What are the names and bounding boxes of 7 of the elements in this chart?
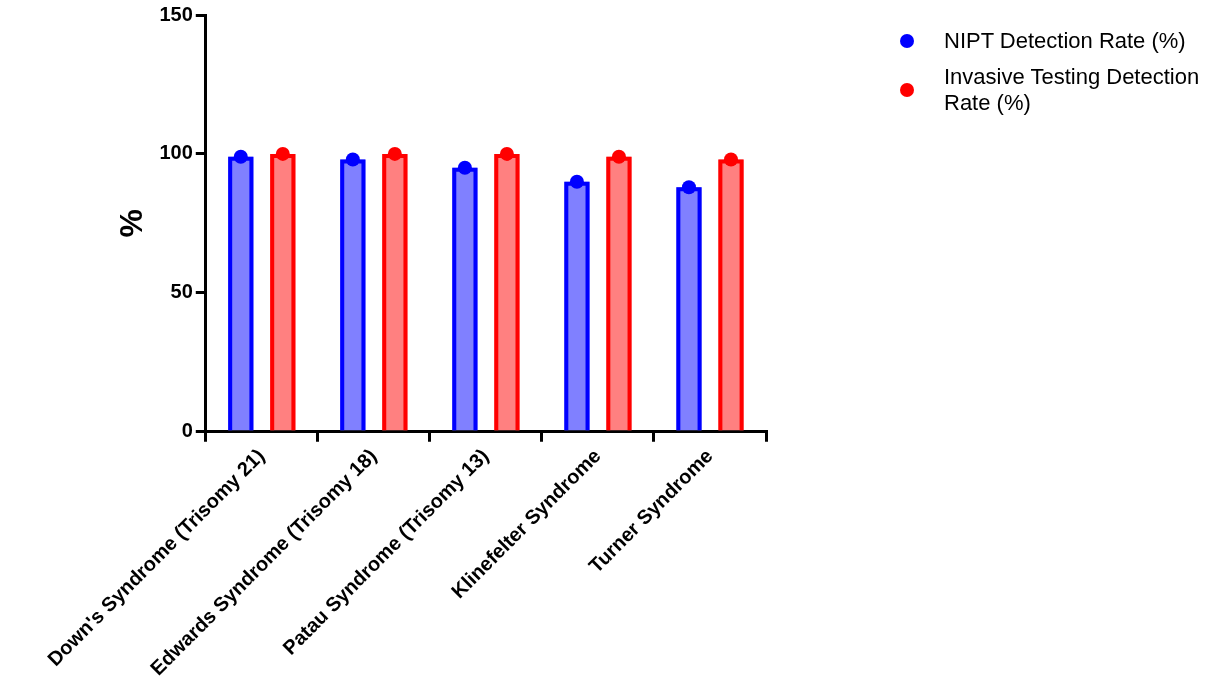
y-axis-title: % (113, 209, 150, 238)
y-tick-label: 0 (181, 419, 193, 442)
legend-label: NIPT Detection Rate (%) (944, 28, 1186, 54)
legend-label: Invasive Testing Detection Rate (%) (944, 64, 1200, 116)
y-tick-label: 50 (170, 280, 193, 303)
y-tick-label: 100 (159, 141, 193, 164)
y-tick-label: 150 (159, 2, 193, 25)
